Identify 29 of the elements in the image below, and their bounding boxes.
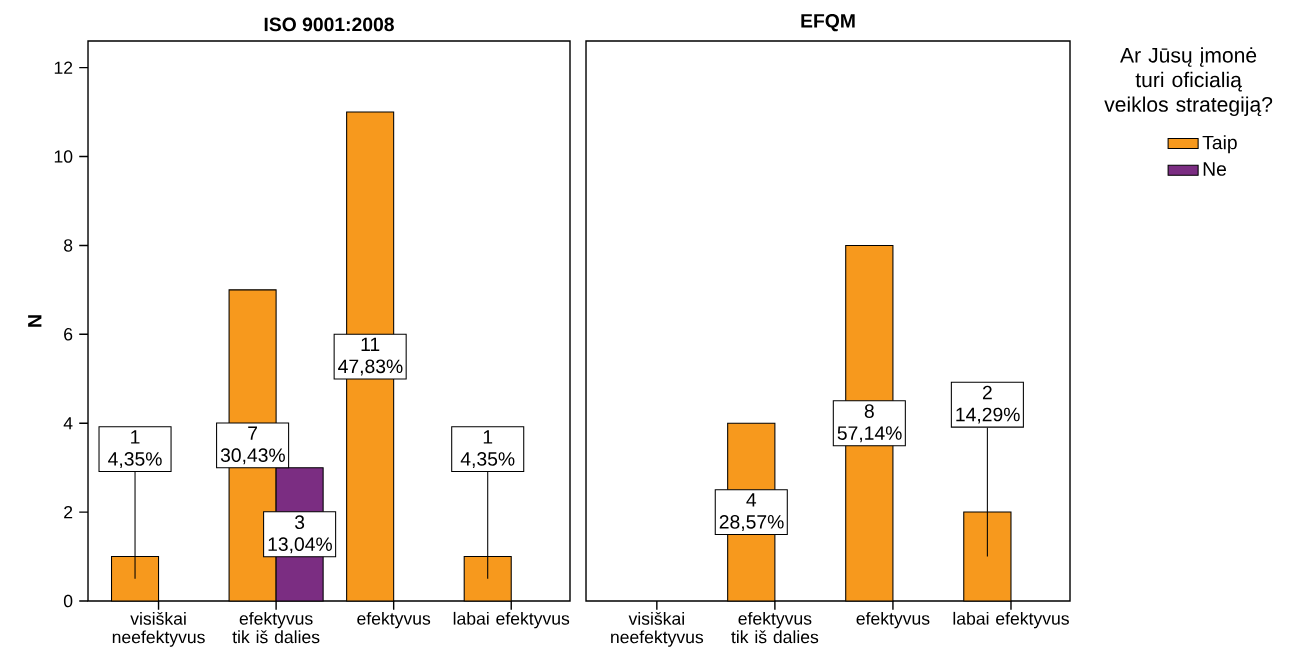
x-tick-label: visiškai neefektyvus [112,611,205,647]
x-tick-label: efektyvus tik iš dalies [731,611,819,644]
legend-title: Ar Jūsų įmonė turi oficialią veiklos strategiją? [1104,47,1273,117]
data-label: 7 30,43% [220,426,285,465]
x-tick-label: efektyvus tik iš dalies [232,611,320,644]
y-tick-label: 4 [63,417,73,430]
y-tick-label: 12 [54,61,73,74]
x-tick-label: efektyvus [357,611,431,629]
x-tick-label: labai efektyvus [453,611,570,629]
x-tick-label: visiškai neefektyvus [611,611,704,647]
legend-label: Ne [1203,162,1227,176]
x-tick-label: labai efektyvus [953,611,1069,629]
data-label: 1 4,35% [108,430,162,469]
legend-label: Taip [1202,135,1237,154]
x-tick-label: efektyvus [856,611,930,629]
data-label: 2 14,29% [956,385,1020,424]
data-label: 1 4,35% [460,430,515,469]
data-label: 4 28,57% [719,493,784,531]
data-label: 11 47,83% [338,337,403,376]
chart-title: ISO 9001:2008 [264,17,394,32]
y-tick-label: 6 [64,328,73,341]
y-tick-label: 0 [63,594,73,608]
y-tick-label: 10 [54,150,73,163]
data-label: 8 57,14% [837,404,902,443]
y-tick-label: 2 [64,505,73,519]
y-tick-label: 8 [64,239,73,252]
y-axis-title: N [28,315,42,327]
data-label: 3 13,04% [268,515,332,554]
chart-title: EFQM [801,13,855,32]
